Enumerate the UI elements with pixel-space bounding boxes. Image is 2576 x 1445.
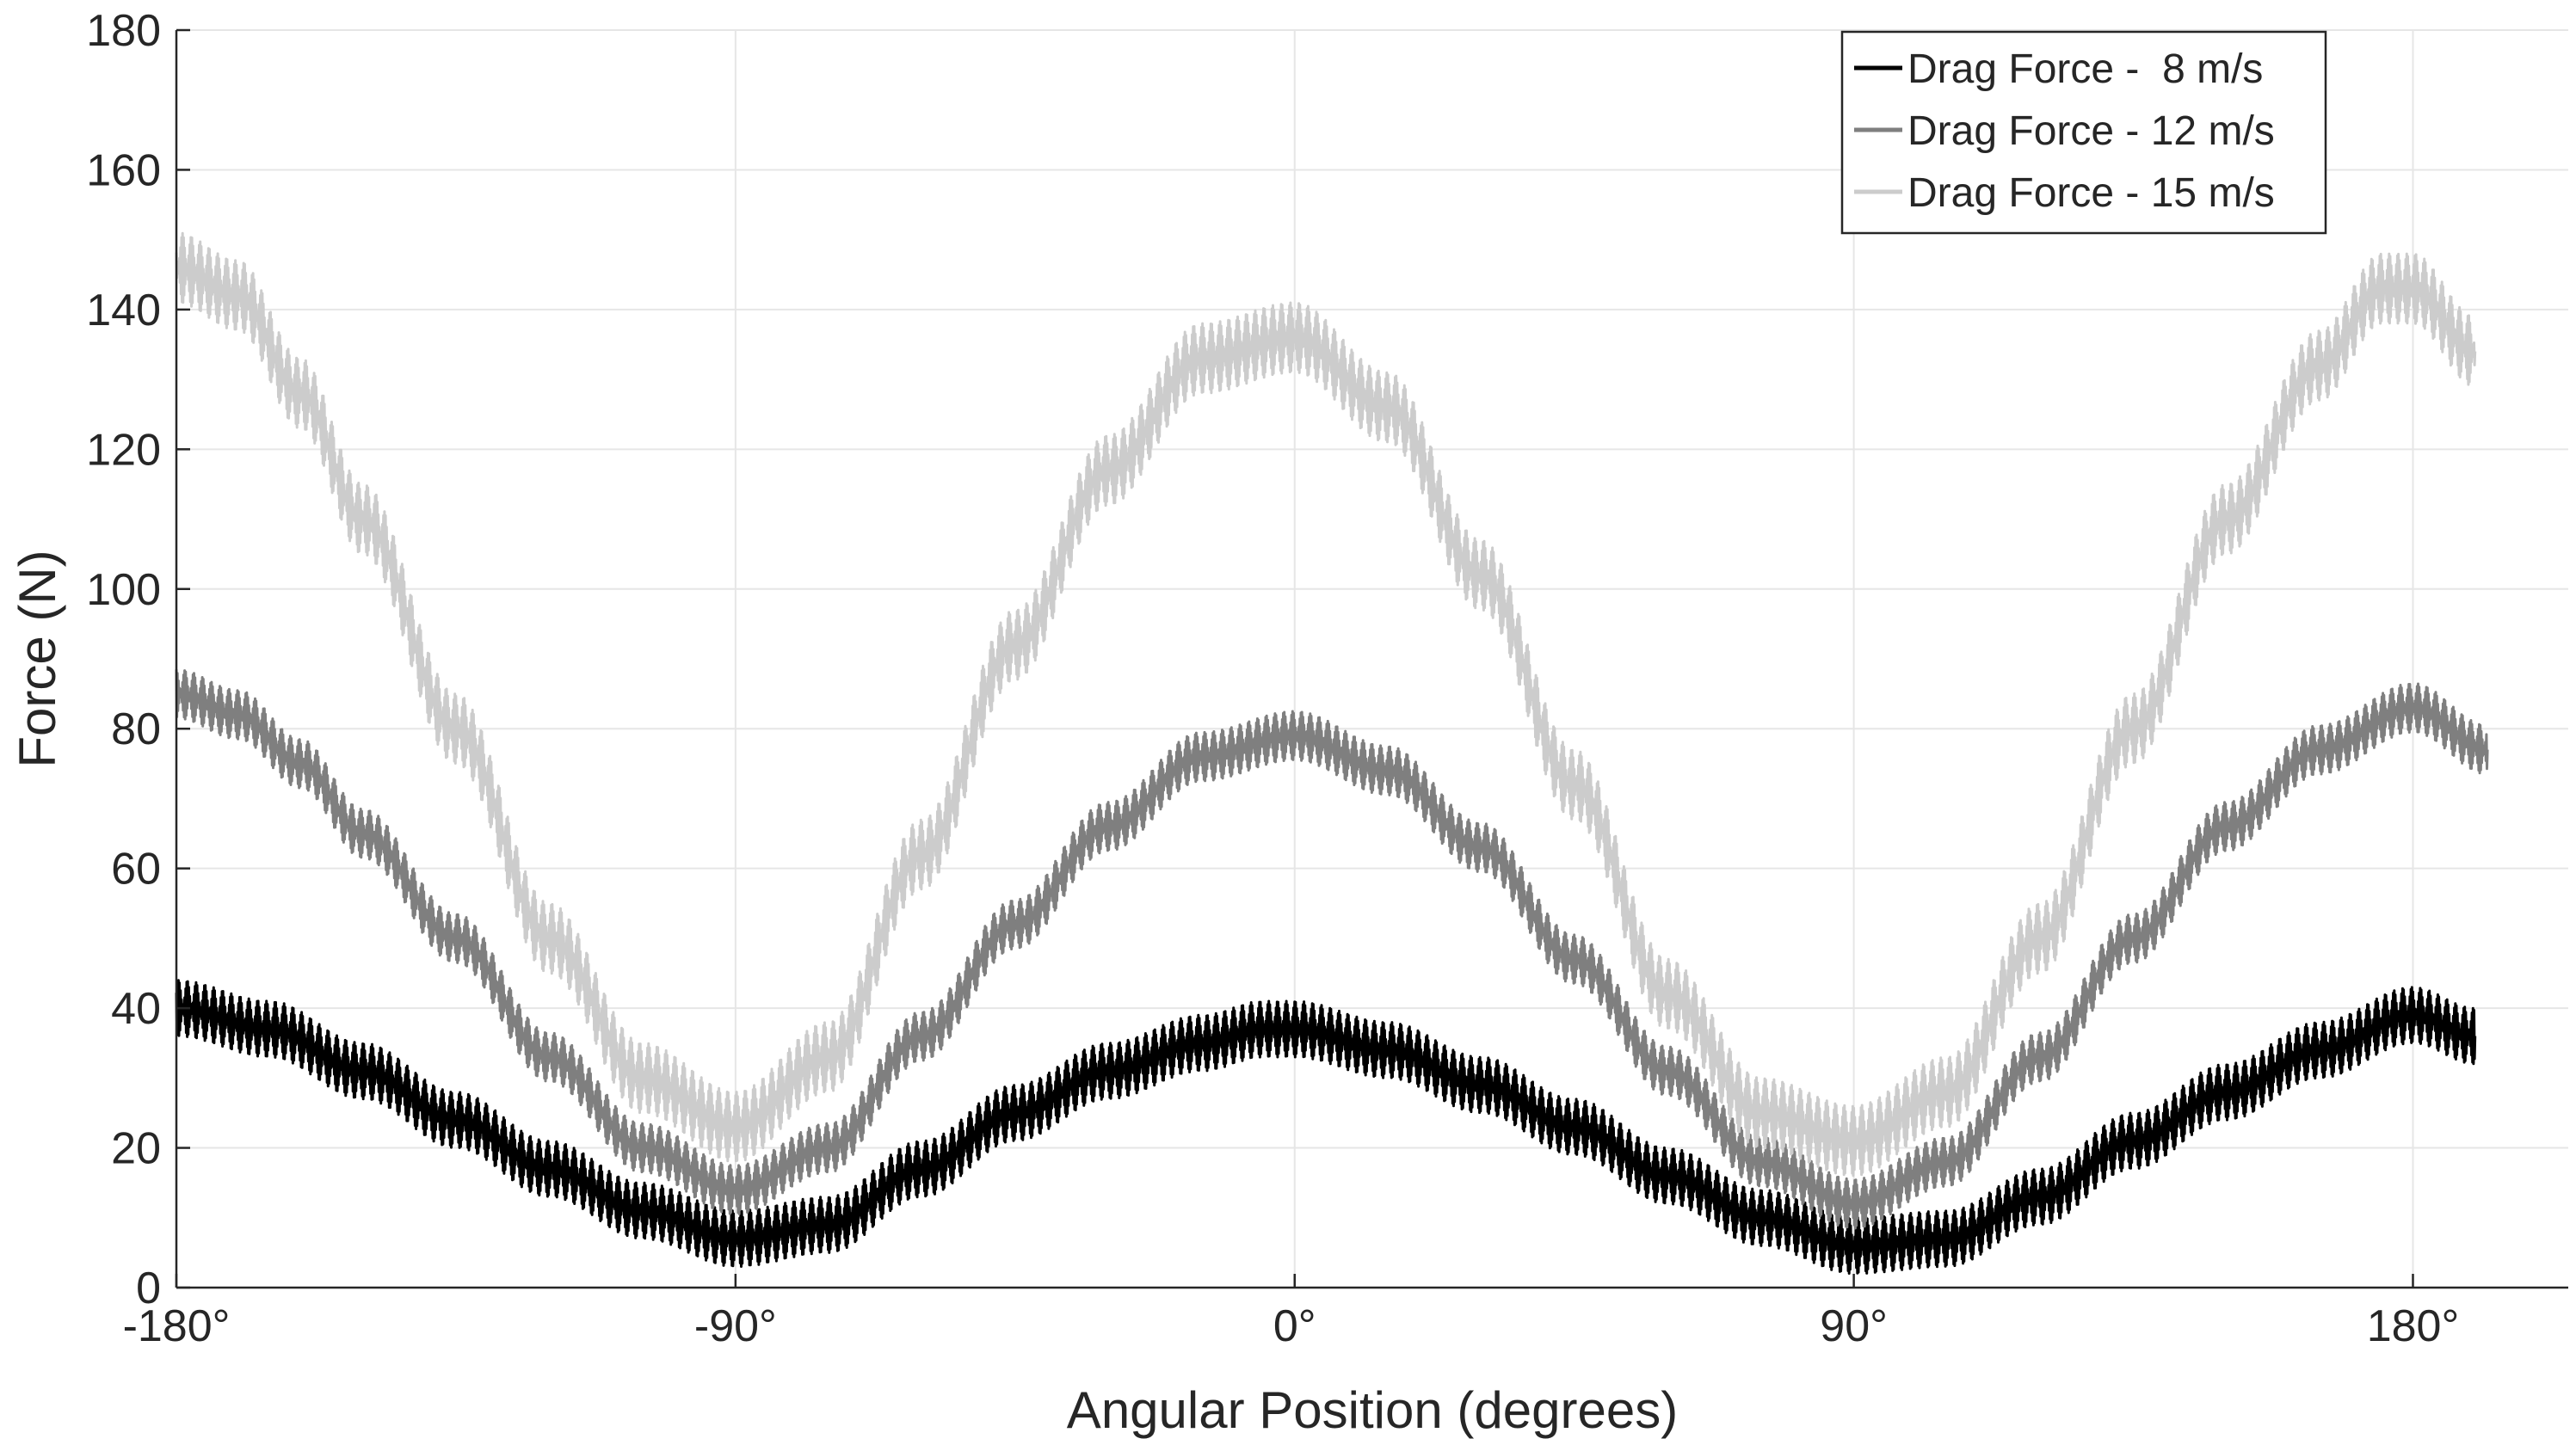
legend-entry-label: Drag Force - 15 m/s — [1907, 170, 2275, 216]
y-tick-label: 80 — [111, 704, 161, 754]
x-tick-label: -90° — [694, 1301, 777, 1351]
x-tick-label: 90° — [1820, 1301, 1888, 1351]
legend: Drag Force - 8 m/s Drag Force - 12 m/s Dra… — [1840, 30, 2327, 235]
x-axis-label: Angular Position (degrees) — [1067, 1381, 1678, 1439]
legend-box — [1840, 30, 2327, 235]
y-tick-label: 100 — [86, 565, 161, 615]
axes — [175, 28, 2568, 1289]
y-tick-label: 180 — [86, 6, 161, 56]
y-tick-label: 60 — [111, 845, 161, 895]
y-axis-label: Force (N) — [9, 550, 66, 767]
x-tick-label: -180° — [123, 1301, 231, 1351]
y-tick-label: 120 — [86, 425, 161, 475]
tick-labels: -180° -90° 0° 90° 180° 0 20 40 60 80 100 120 140 160 1… — [86, 6, 2459, 1351]
legend-entry-label: Drag Force - 12 m/s — [1907, 108, 2275, 154]
y-tick-label: 40 — [111, 984, 161, 1034]
legend-entry-label: Drag Force - 8 m/s — [1907, 46, 2263, 92]
grid — [176, 29, 2568, 1288]
y-tick-label: 160 — [86, 145, 161, 195]
y-tick-label: 140 — [86, 286, 161, 335]
series-line-1 — [175, 979, 2477, 1275]
series-line-2 — [175, 669, 2489, 1230]
y-tick-label: 0 — [136, 1264, 161, 1313]
series-line-3 — [175, 231, 2477, 1178]
series-lines — [175, 231, 2489, 1275]
x-tick-label: 0° — [1273, 1301, 1316, 1351]
x-tick-label: 180° — [2367, 1301, 2460, 1351]
y-tick-label: 20 — [111, 1124, 161, 1174]
